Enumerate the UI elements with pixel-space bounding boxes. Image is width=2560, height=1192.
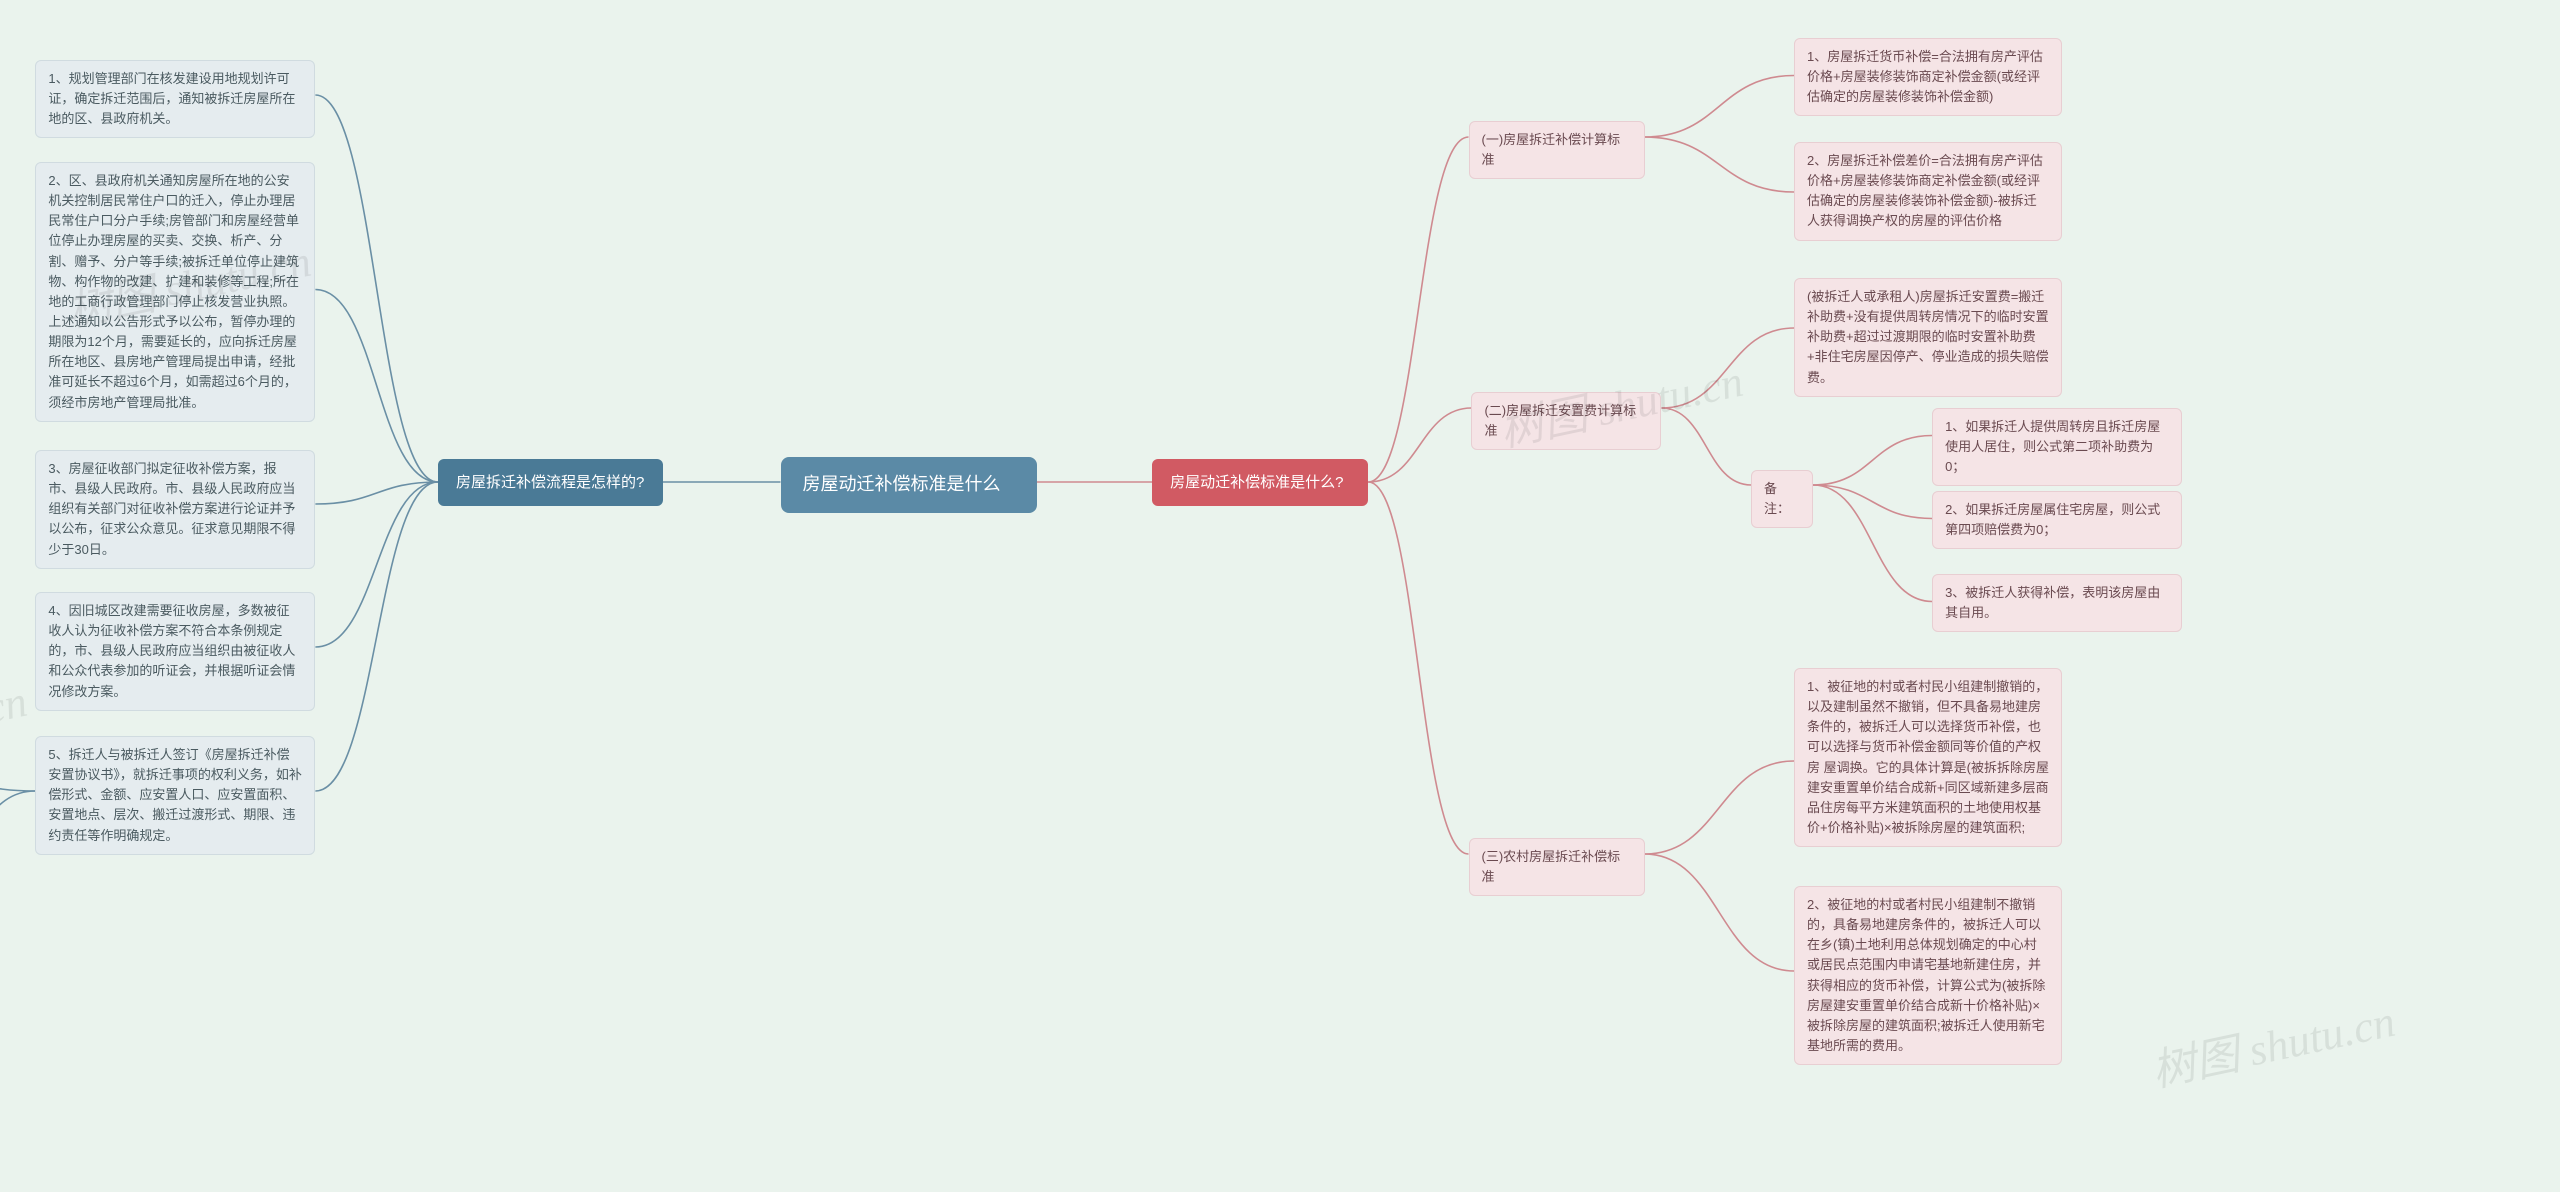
edge [1368, 137, 1468, 482]
node-r2b1: 1、如果拆迁人提供周转房且拆迁房屋使用人居住，则公式第二项补助费为0； [1932, 408, 2182, 486]
node-center: 房屋动迁补偿标准是什么 [781, 457, 1037, 513]
edge [315, 482, 438, 647]
node-l4: 4、因旧城区改建需要征收房屋，多数被征收人认为征收补偿方案不符合本条例规定的，市… [35, 592, 315, 711]
node-r1: (一)房屋拆迁补偿计算标准 [1469, 121, 1645, 179]
node-l5: 5、拆迁人与被拆迁人签订《房屋拆迁补偿安置协议书》，就拆迁事项的权利义务，如补偿… [35, 736, 315, 855]
edge [1813, 485, 1932, 602]
node-r3: (三)农村房屋拆迁补偿标准 [1469, 838, 1645, 896]
mindmap-canvas: 房屋动迁补偿标准是什么 房屋拆迁补偿流程是怎样的? 1、规划管理部门在核发建设用地规… [0, 0, 2560, 1192]
node-r2: (二)房屋拆迁安置费计算标准 [1471, 392, 1661, 450]
watermark: 树图 shutu.cn [0, 665, 32, 779]
edge [315, 95, 438, 482]
edge [1368, 408, 1471, 482]
edge [1813, 485, 1932, 519]
node-r3b: 2、被征地的村或者村民小组建制不撤销的，具备易地建房条件的，被拆迁人可以在乡(镇… [1794, 886, 2062, 1065]
edge [1645, 854, 1795, 971]
edge [0, 791, 35, 851]
edge [1645, 761, 1795, 854]
edge [1645, 137, 1795, 192]
edge [315, 482, 438, 791]
edge [1368, 482, 1468, 854]
edge [315, 290, 438, 483]
node-r2b3: 3、被拆迁人获得补偿，表明该房屋由其自用。 [1932, 574, 2182, 632]
edge [1661, 328, 1794, 408]
node-r3a: 1、被征地的村或者村民小组建制撤销的，以及建制虽然不撤销，但不具备易地建房条件的… [1794, 668, 2062, 847]
node-r2b2: 2、如果拆迁房屋属住宅房屋，则公式第四项赔偿费为0； [1932, 491, 2182, 549]
edge [315, 482, 438, 504]
edge [1645, 76, 1795, 138]
node-r1b: 2、房屋拆迁补偿差价=合法拥有房产评估价格+房屋装修装饰商定补偿金额(或经评估确… [1794, 142, 2062, 241]
node-l1: 1、规划管理部门在核发建设用地规划许可证，确定拆迁范围后，通知被拆迁房屋所在地的… [35, 60, 315, 138]
watermark: 树图 shutu.cn [2145, 985, 2400, 1099]
node-l3: 3、房屋征收部门拟定征收补偿方案，报市、县级人民政府。市、县级人民政府应当组织有… [35, 450, 315, 569]
edge [1813, 436, 1932, 486]
node-l2: 2、区、县政府机关通知房屋所在地的公安机关控制居民常住户口的迁入，停止办理居民常… [35, 162, 315, 422]
node-rightRoot: 房屋动迁补偿标准是什么? [1152, 459, 1368, 506]
node-leftRoot: 房屋拆迁补偿流程是怎样的? [438, 459, 663, 506]
edge [0, 779, 35, 791]
edge [1661, 408, 1751, 485]
node-r2b: 备注： [1751, 470, 1813, 528]
node-r2a: (被拆迁人或承租人)房屋拆迁安置费=搬迁补助费+没有提供周转房情况下的临时安置补… [1794, 278, 2062, 397]
node-r1a: 1、房屋拆迁货币补偿=合法拥有房产评估价格+房屋装修装饰商定补偿金额(或经评估确… [1794, 38, 2062, 116]
